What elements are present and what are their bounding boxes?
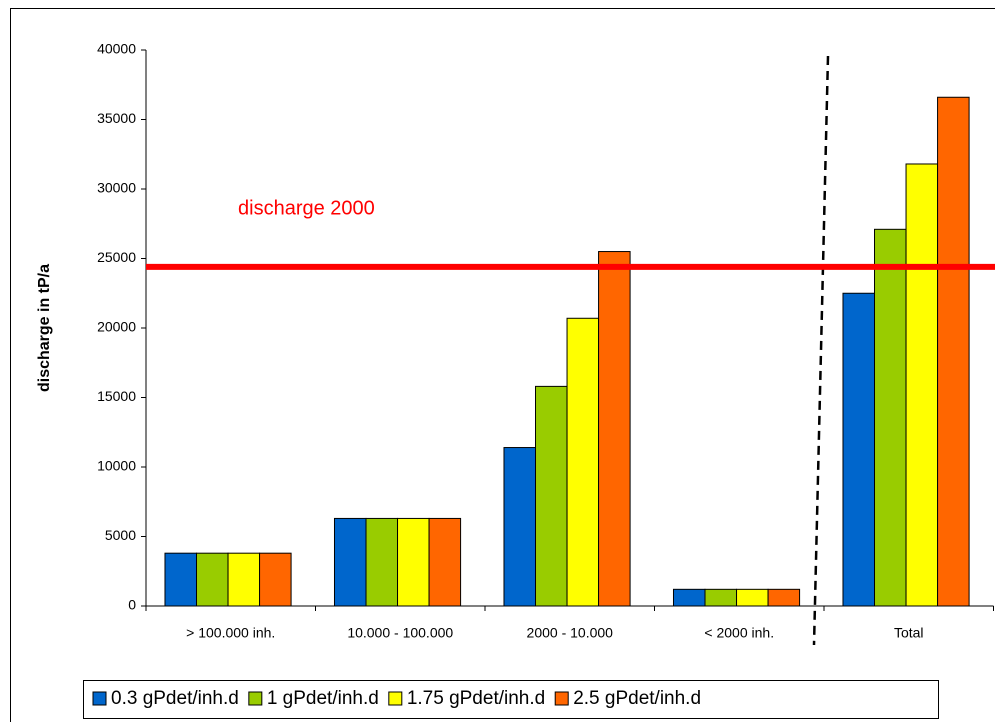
legend-box — [83, 680, 939, 719]
bar — [598, 251, 631, 607]
y-tick-label: 20000 — [97, 319, 136, 335]
legend-label: 2.5 gPdet/inh.d — [573, 688, 701, 709]
legend: 0.3 gPdet/inh.d 1 gPdet/inh.d 1.75 gPdet/i… — [83, 680, 939, 719]
bar — [164, 552, 198, 607]
bar — [767, 588, 801, 607]
bar — [227, 552, 261, 607]
reference-label: discharge 2000 — [238, 197, 375, 219]
y-tick-label: 35000 — [97, 110, 136, 126]
legend-label: 1.75 gPdet/inh.d — [407, 688, 545, 709]
legend-swatch — [554, 691, 569, 706]
legend-swatch — [92, 691, 107, 706]
bar — [535, 385, 568, 607]
y-tick-label: 25000 — [97, 249, 136, 265]
x-tick-label: > 100.000 inh. — [186, 625, 275, 641]
y-tick-label: 15000 — [97, 388, 136, 404]
bar — [937, 96, 970, 607]
bar — [874, 228, 907, 607]
y-tick-label: 5000 — [105, 527, 136, 543]
legend-swatch — [388, 691, 403, 706]
y-tick-label: 40000 — [97, 41, 136, 57]
legend-swatch — [248, 691, 263, 706]
x-tick-label: < 2000 inh. — [704, 625, 774, 641]
bar — [196, 552, 229, 607]
x-tick-label: 2000 - 10.000 — [527, 625, 614, 641]
y-axis-label: discharge in tP/a — [36, 264, 53, 392]
bar — [566, 317, 600, 607]
bar — [842, 292, 876, 607]
bar — [672, 588, 706, 607]
bar — [704, 588, 738, 607]
legend-label: 0.3 gPdet/inh.d — [111, 688, 239, 709]
bar — [503, 447, 537, 607]
x-tick-label: Total — [894, 625, 924, 641]
y-tick-label: 30000 — [97, 180, 136, 196]
bar — [333, 517, 367, 607]
bar — [736, 588, 769, 607]
y-tick-label: 0 — [128, 597, 136, 613]
bar — [397, 517, 430, 607]
bar — [428, 517, 462, 607]
separator — [812, 55, 830, 646]
y-tick-label: 10000 — [97, 458, 136, 474]
legend-label: 1 gPdet/inh.d — [267, 688, 379, 709]
bar — [259, 552, 292, 607]
bar — [905, 163, 939, 607]
x-tick-label: 10.000 - 100.000 — [347, 625, 453, 641]
bar — [365, 517, 399, 607]
